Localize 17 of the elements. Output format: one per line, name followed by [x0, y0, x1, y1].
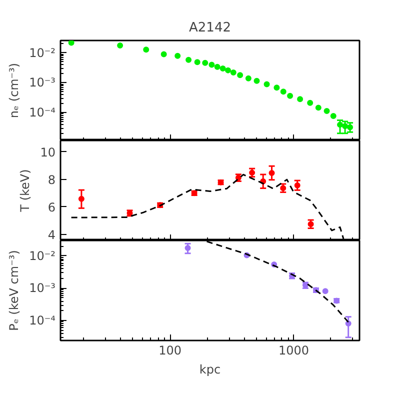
x-tick-label: 100	[158, 344, 182, 358]
y-tick-label: 8	[48, 172, 56, 187]
y-tick-label: 10⁻²	[29, 248, 56, 263]
x-tick-label: 1000	[278, 344, 310, 358]
x-axis-title: kpc	[199, 362, 221, 376]
y-tick-label: 10⁻³	[29, 281, 56, 296]
y-tick-label: 10	[40, 145, 56, 160]
y-tick-label: 4	[48, 228, 56, 242]
y-tick-label: 10⁻⁴	[29, 313, 56, 328]
chart-title: A2142	[189, 20, 231, 36]
y-tick-label: 10⁻³	[29, 76, 56, 90]
y-tick-label: 10⁻⁴	[29, 105, 56, 120]
y-axis-title: nₑ (cm⁻³)	[7, 62, 22, 118]
y-axis-title: T (keV)	[18, 169, 32, 213]
y-tick-label: 10⁻²	[29, 46, 56, 60]
y-tick-label: 6	[48, 200, 56, 214]
y-axis-title: Pₑ (keV cm⁻³)	[7, 250, 22, 331]
